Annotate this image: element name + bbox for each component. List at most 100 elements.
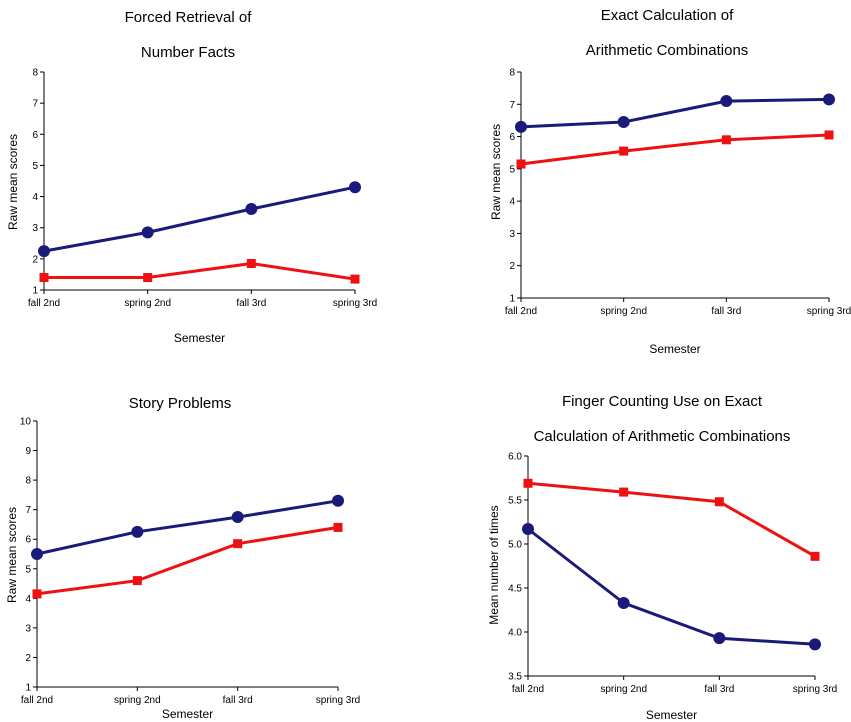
data-point-series-2 [516,159,526,169]
x-axis-label: Semester [174,331,225,345]
y-tick-label: 6 [509,132,515,143]
data-point-series-1 [617,596,630,609]
chart-finger-counting: Finger Counting Use on Exact Calculation… [487,393,837,722]
data-point-series-1 [522,523,534,536]
data-point-series-2 [132,576,142,586]
y-tick-label: 5 [25,564,31,575]
series-line-1 [527,527,816,646]
y-axis-label: Mean number of times [487,505,501,624]
series-line-1 [36,499,339,556]
data-point-series-1 [245,203,258,216]
y-tick-label: 10 [20,417,32,428]
x-tick-label: spring 3rd [333,298,377,309]
data-point-series-2 [143,273,153,283]
data-point-series-1 [38,245,50,258]
data-point-series-2 [619,146,629,156]
data-point-series-1 [131,525,144,538]
data-point-series-2 [233,539,243,549]
y-tick-label: 8 [509,68,515,79]
y-tick-label: 3.5 [508,672,522,683]
series-line-2 [36,525,339,596]
y-axis-label: Raw mean scores [489,124,503,220]
y-tick-label: 2 [25,653,31,664]
y-tick-label: 2 [32,254,38,265]
y-axis-label: Raw mean scores [6,134,20,230]
y-tick-label: 9 [25,446,31,457]
data-point-series-1 [720,95,733,108]
data-point-series-2 [721,135,731,145]
x-tick-label: fall 2nd [512,684,544,695]
x-tick-label: spring 2nd [600,684,647,695]
chart-title-line-2: Calculation of Arithmetic Combinations [534,428,791,445]
chart-exact-calculation: Exact Calculation of Arithmetic Combinat… [489,7,851,356]
chart-title-line-2: Arithmetic Combinations [586,42,749,59]
y-tick-label: 6.0 [508,452,522,463]
y-tick-label: 1 [32,286,38,297]
y-tick-label: 4.5 [508,584,522,595]
data-point-series-1 [823,93,835,106]
y-tick-label: 1 [509,294,515,305]
series-line-2 [527,481,816,558]
y-tick-label: 4 [509,197,515,208]
chart-title-line-1: Finger Counting Use on Exact [562,393,763,410]
y-tick-label: 7 [25,505,31,516]
x-tick-label: spring 2nd [600,306,647,317]
y-tick-label: 4.0 [508,628,522,639]
data-point-series-1 [231,511,244,524]
series-line-1 [43,185,356,253]
y-tick-label: 8 [32,68,38,79]
data-point-series-2 [350,274,360,284]
data-point-series-1 [515,120,527,133]
y-tick-label: 5.5 [508,496,522,507]
y-tick-label: 3 [32,223,38,234]
x-tick-label: spring 3rd [316,695,360,706]
x-tick-label: spring 3rd [807,306,851,317]
data-point-series-1 [332,494,344,507]
y-tick-label: 8 [25,476,31,487]
data-point-series-2 [619,487,629,497]
y-tick-label: 5.0 [508,540,522,551]
data-point-series-1 [809,638,821,651]
y-tick-label: 6 [25,535,31,546]
data-point-series-1 [349,181,361,194]
x-tick-label: spring 2nd [124,298,171,309]
data-point-series-2 [333,522,343,532]
data-point-series-1 [141,226,154,239]
y-tick-label: 3 [509,229,515,240]
chart-title-line-1: Exact Calculation of [601,7,734,24]
x-tick-label: fall 2nd [21,695,53,706]
data-point-series-2 [246,259,256,269]
chart-forced-retrieval: Forced Retrieval of Number Facts 1 2 3 4 5 6 7… [6,9,377,345]
y-tick-label: 1 [25,683,31,694]
data-point-series-2 [810,551,820,561]
data-point-series-2 [523,478,533,488]
x-tick-label: fall 3rd [223,695,253,706]
y-axis-label: Raw mean scores [5,507,19,603]
chart-title-line-1: Forced Retrieval of [125,9,253,26]
y-tick-label: 2 [509,261,515,272]
y-tick-label: 5 [32,161,38,172]
x-axis-label: Semester [162,707,213,721]
data-point-series-2 [824,130,834,140]
series-line-2 [44,262,356,281]
x-tick-label: fall 3rd [711,306,741,317]
y-tick-label: 5 [509,164,515,175]
x-tick-label: spring 3rd [793,684,837,695]
data-point-series-2 [39,273,49,283]
x-tick-label: fall 2nd [28,298,60,309]
data-point-series-2 [32,589,42,599]
y-tick-label: 3 [25,623,31,634]
series-line-2 [520,133,830,166]
x-tick-label: fall 2nd [505,306,537,317]
x-tick-label: spring 2nd [114,695,161,706]
data-point-series-1 [617,116,630,129]
chart-title-line-1: Story Problems [129,395,232,412]
y-tick-label: 4 [25,594,31,605]
y-tick-label: 7 [509,100,515,111]
series-line-1 [520,97,830,129]
y-tick-label: 7 [32,99,38,110]
data-point-series-1 [713,632,726,645]
chart-title-line-2: Number Facts [141,44,235,61]
chart-story-problems: Story Problems 1 2 3 4 5 6 7 8 9 10 fall 2nd spring… [5,395,360,721]
